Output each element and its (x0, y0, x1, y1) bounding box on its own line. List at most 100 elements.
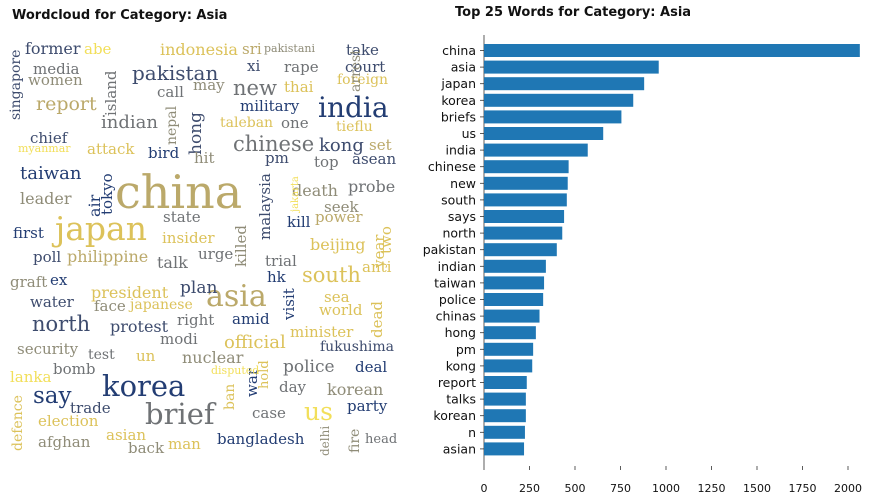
wordcloud-word: may (193, 76, 225, 94)
y-tick-label: japan (440, 76, 476, 91)
bar-new (484, 176, 568, 190)
bar-pakistan (484, 243, 557, 257)
y-tick-label: north (442, 226, 476, 241)
wordcloud-word: philippine (67, 247, 148, 266)
wordcloud-word: official (224, 332, 286, 353)
wordcloud-word: tieflu (336, 119, 373, 135)
wordcloud-word: pm (265, 149, 289, 167)
wordcloud-word: police (283, 357, 335, 377)
wordcloud-word: north (32, 312, 90, 336)
wordcloud-word: ban (222, 384, 238, 410)
y-tick-label: us (462, 126, 476, 141)
bar-kong (484, 359, 533, 373)
bar-north (484, 226, 563, 240)
wordcloud-word: dead (368, 301, 386, 338)
wordcloud-word: trial (265, 252, 297, 270)
wordcloud-word: world (319, 301, 363, 319)
y-tick-label: hong (445, 325, 476, 340)
bar-asia (484, 60, 659, 74)
wordcloud-word: modi (160, 330, 198, 348)
wordcloud-word: disputed (211, 364, 259, 377)
y-tick-label: report (438, 375, 476, 390)
wordcloud-word: back (128, 439, 165, 457)
bar-chart-title: Top 25 Words for Category: Asia (455, 5, 692, 20)
wordcloud-word: trade (70, 399, 111, 417)
wordcloud-word: sea (324, 288, 350, 306)
wordcloud-word: say (33, 383, 72, 409)
wordcloud-word: plan (180, 278, 217, 298)
bar-n (484, 425, 525, 439)
bar-korea (484, 93, 634, 107)
wordcloud-word: urge (198, 245, 233, 263)
wordcloud-word: bangladesh (217, 430, 305, 448)
bar-india (484, 143, 588, 157)
wordcloud-word: xi (247, 57, 260, 75)
y-tick-label: n (468, 425, 476, 440)
bar-says (484, 210, 565, 223)
wordcloud-word: case (252, 404, 286, 422)
wordcloud-word: foreign (337, 72, 388, 88)
wordcloud-word: water (30, 293, 75, 311)
wordcloud-word: thai (284, 78, 314, 96)
wordcloud-word: face (94, 297, 126, 315)
wordcloud-word: chief (30, 129, 69, 147)
bar-indian (484, 259, 546, 273)
wordcloud-word: visit (280, 288, 298, 321)
wordcloud-word: war (243, 367, 261, 397)
wordcloud-word: probe (348, 177, 395, 196)
wordcloud-word: right (177, 311, 214, 329)
wordcloud-word: hk (267, 268, 287, 286)
wordcloud-word: pakistan (132, 61, 218, 85)
wordcloud-word: nepal (164, 105, 180, 145)
wordcloud-word: ex (50, 271, 68, 289)
wordcloud-word: indian (101, 112, 158, 133)
bar-korean (484, 409, 526, 423)
wordcloud-word: former (25, 39, 81, 58)
x-tick-label: 0 (481, 482, 488, 495)
wordcloud-word: kong (319, 135, 364, 156)
wordcloud-word: taiwan (20, 163, 82, 184)
wordcloud-word: insider (162, 229, 215, 247)
wordcloud-word: year (370, 234, 388, 269)
wordcloud-word: military (240, 97, 300, 115)
wordcloud-word: one (281, 114, 309, 132)
wordcloud-word: rape (284, 58, 319, 76)
wordcloud-word: set (369, 136, 392, 154)
bar-chinese (484, 160, 569, 174)
wordcloud-word: brief (145, 397, 217, 431)
wordcloud-word: power (315, 208, 363, 226)
y-tick-label: asian (443, 441, 476, 456)
wordcloud-word: man (168, 435, 201, 453)
wordcloud-word: election (38, 412, 99, 430)
wordcloud-word: abe (84, 40, 112, 58)
x-tick-label: 1500 (743, 482, 771, 495)
x-tick-label: 1250 (698, 482, 726, 495)
bar-talks (484, 392, 526, 406)
x-tick-label: 750 (610, 482, 631, 495)
y-tick-label: korean (433, 408, 476, 423)
y-tick-label: pakistan (423, 242, 476, 257)
wordcloud-word: talk (157, 253, 188, 272)
bar-pm (484, 342, 534, 356)
x-tick-label: 1750 (789, 482, 817, 495)
y-tick-label: pm (456, 342, 476, 357)
x-tick-label: 250 (519, 482, 540, 495)
wordcloud-word: amid (232, 310, 270, 328)
x-tick-label: 2000 (834, 482, 862, 495)
wordcloud-word: south (302, 263, 361, 287)
y-tick-label: india (446, 143, 476, 158)
wordcloud-word: singapore (8, 50, 24, 120)
wordcloud-word: take (346, 41, 379, 59)
bar-police (484, 293, 544, 306)
wordcloud-word: taleban (220, 115, 273, 131)
y-tick-label: police (439, 292, 476, 307)
bar-south (484, 193, 567, 207)
wordcloud-word: hit (194, 149, 215, 167)
wordcloud-word: arrest (348, 49, 364, 92)
y-tick-label: china (442, 43, 476, 58)
wordcloud-title: Wordcloud for Category: Asia (12, 8, 228, 23)
y-tick-label: new (450, 176, 476, 191)
bar-us (484, 127, 604, 140)
wordcloud-word: defence (10, 395, 26, 451)
wordcloud-word: asean (352, 150, 396, 168)
